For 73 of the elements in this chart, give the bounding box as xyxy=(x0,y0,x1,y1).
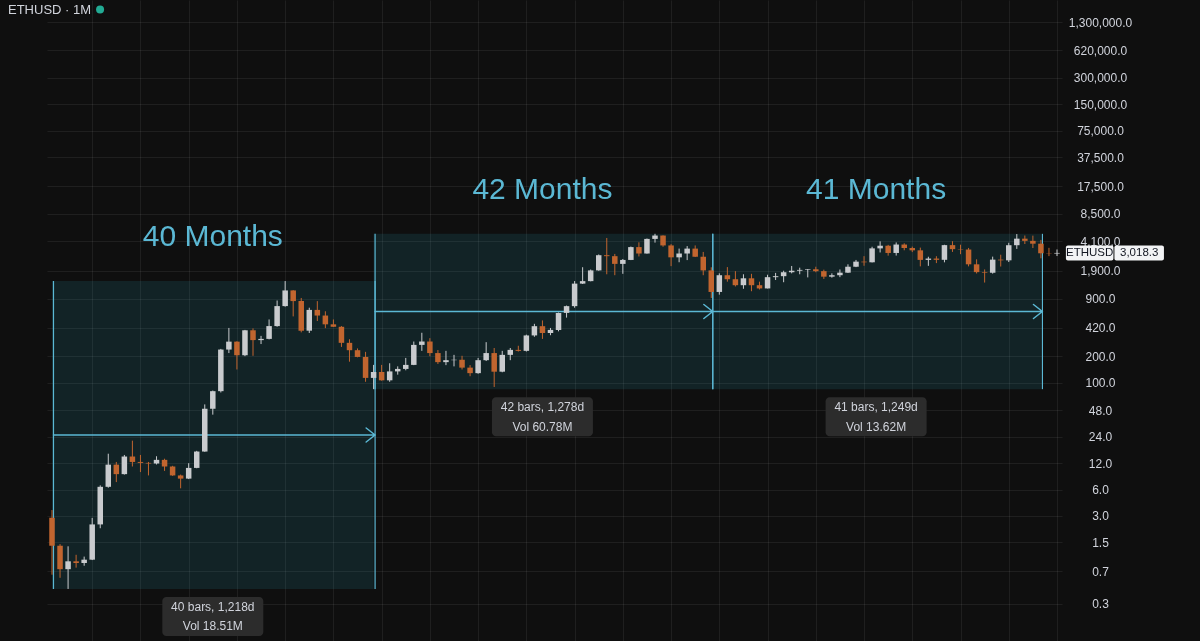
y-tick-label: 3.0 xyxy=(1092,509,1110,524)
candlestick xyxy=(700,251,706,276)
candlestick xyxy=(708,266,715,299)
y-tick-label: 37,500.0 xyxy=(1077,150,1125,165)
candlestick xyxy=(137,454,144,473)
candlestick xyxy=(386,362,393,383)
candlestick xyxy=(370,364,377,390)
candlestick xyxy=(1038,239,1044,259)
candlestick xyxy=(105,453,112,489)
y-tick-label: 1.5 xyxy=(1092,535,1110,550)
y-tick-label: 75,000.0 xyxy=(1077,124,1125,139)
candlestick xyxy=(338,325,345,348)
candlestick xyxy=(290,289,296,317)
candlestick xyxy=(636,241,642,257)
annotation: 40 Months xyxy=(142,219,283,253)
candlestick xyxy=(274,300,280,328)
candlestick xyxy=(604,237,610,275)
annotation: 41 Months xyxy=(806,171,947,205)
candlestick xyxy=(1054,248,1060,257)
candlestick xyxy=(1006,242,1012,263)
candlestick xyxy=(716,272,723,296)
y-tick-label: 420.0 xyxy=(1085,321,1116,336)
y-tick-label: 300,000.0 xyxy=(1073,71,1128,86)
candlestick xyxy=(57,543,63,579)
candlestick xyxy=(829,272,835,279)
candlestick xyxy=(419,332,425,352)
annotation: Vol 13.62M xyxy=(846,419,907,434)
candlestick xyxy=(443,350,449,366)
candlestick xyxy=(250,327,256,357)
y-tick-label: 1,900.0 xyxy=(1080,264,1121,279)
annotation: 42 Months xyxy=(472,171,613,205)
candlestick xyxy=(145,461,152,476)
candlestick xyxy=(467,364,473,377)
y-tick-label: 620,000.0 xyxy=(1073,43,1128,58)
candlestick xyxy=(668,243,674,267)
candlestick xyxy=(362,351,369,383)
y-tick-label: 200.0 xyxy=(1085,349,1116,364)
annotation: Vol 60.78M xyxy=(512,419,573,434)
candlestick xyxy=(612,253,618,276)
candlestick xyxy=(314,300,321,322)
y-tick-label: 48.0 xyxy=(1088,403,1113,418)
annotation: 41 bars, 1,249d xyxy=(834,400,918,415)
candlestick xyxy=(483,341,489,362)
chart-title: ETHUSD · 1M xyxy=(8,2,92,17)
y-tick-label: 8,500.0 xyxy=(1080,207,1121,222)
annotation: 40 bars, 1,218d xyxy=(171,599,255,614)
candlestick xyxy=(981,268,988,284)
annotation: Vol 18.51M xyxy=(182,619,243,634)
candlestick xyxy=(652,233,658,244)
candlestick xyxy=(1030,235,1036,249)
y-tick-label: 17,500.0 xyxy=(1077,179,1125,194)
candlestick xyxy=(1046,247,1052,257)
text: 3,018.3 xyxy=(1119,245,1159,258)
candlestick xyxy=(210,390,216,416)
candlestick xyxy=(539,319,546,340)
y-tick-label: 150,000.0 xyxy=(1073,97,1128,112)
annotation: 42 bars, 1,278d xyxy=(500,400,585,415)
y-tick-label: 100.0 xyxy=(1085,376,1116,391)
candlestick xyxy=(491,347,497,388)
candlestick xyxy=(234,340,240,370)
candlestick xyxy=(65,545,71,590)
y-tick-label: 1,300,000.0 xyxy=(1068,15,1133,30)
candlestick xyxy=(226,327,232,354)
candlestick xyxy=(917,247,924,267)
candlestick xyxy=(282,280,288,308)
y-tick-label: 900.0 xyxy=(1085,292,1116,307)
y-tick-label: 12.0 xyxy=(1088,456,1113,471)
y-tick-label: 24.0 xyxy=(1088,430,1113,445)
candlestick xyxy=(73,554,79,569)
y-tick-label: 0.3 xyxy=(1092,597,1110,612)
candlestick xyxy=(306,307,313,334)
y-tick-label: 0.7 xyxy=(1092,564,1110,579)
y-tick-label: 6.0 xyxy=(1092,483,1110,498)
